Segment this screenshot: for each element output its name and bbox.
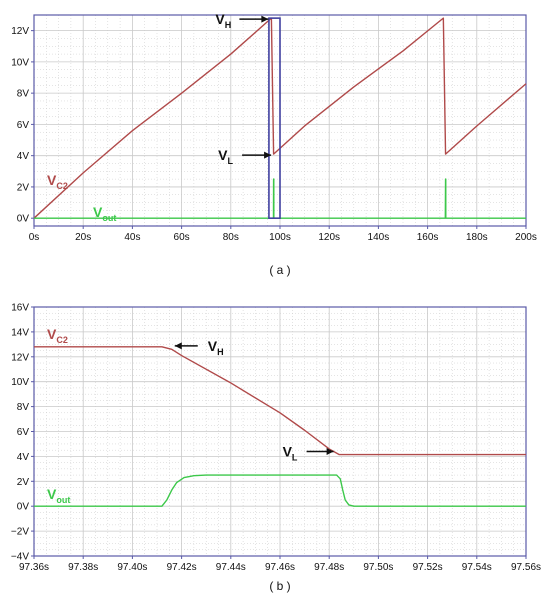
series-label-vc2: VC2 xyxy=(47,172,68,191)
panel-b-series xyxy=(34,346,526,507)
annotation-vl: VL xyxy=(283,444,334,463)
annotation-arrowhead xyxy=(264,151,272,159)
y-tick-label: 12V xyxy=(11,26,29,37)
y-tick-label: 16V xyxy=(11,303,29,314)
panel-b-grid xyxy=(33,306,527,557)
y-tick-label: 8V xyxy=(17,402,30,413)
series-label-vout: Vout xyxy=(47,486,70,505)
y-tick-label: 14V xyxy=(11,327,29,338)
annotation-label: VH xyxy=(208,338,224,357)
x-tick-label: 80s xyxy=(223,232,239,243)
series-label-vc2: VC2 xyxy=(47,326,68,345)
panel-a-zoom-window xyxy=(268,17,281,219)
x-tick-label: 97.40s xyxy=(117,562,147,573)
y-tick-label: 6V xyxy=(17,120,30,131)
x-tick-label: 97.36s xyxy=(19,562,49,573)
x-tick-label: 97.46s xyxy=(265,562,295,573)
panel-a-series xyxy=(33,17,527,219)
series-line-vout xyxy=(34,178,526,219)
x-tick-label: 97.38s xyxy=(68,562,98,573)
series-line-vc2 xyxy=(33,17,527,219)
x-tick-label: 40s xyxy=(124,232,140,243)
x-tick-label: 97.44s xyxy=(216,562,246,573)
panel-a-x-axis: 0s 20s 40s 60s 80s 100s 120s 140s 160s 180s 200s xyxy=(29,226,537,243)
y-tick-label: 4V xyxy=(17,151,30,162)
x-tick-label: 20s xyxy=(75,232,91,243)
annotation-arrowhead xyxy=(261,15,269,23)
annotation-vh: VH xyxy=(174,338,224,357)
x-tick-label: 160s xyxy=(417,232,439,243)
x-tick-label: 97.50s xyxy=(363,562,393,573)
y-tick-label: 0V xyxy=(17,502,30,513)
series-line-vc2 xyxy=(34,346,526,456)
y-tick-label: 2V xyxy=(17,477,30,488)
panel-b-y-axis: −4V −2V 0V 2V 4V 6V 8V 10V 12V 14V 16V xyxy=(11,303,34,563)
panel-a-chart: 0s 20s 40s 60s 80s 100s 120s 140s 160s 180s 200s 0… xyxy=(11,11,537,277)
y-tick-label: −2V xyxy=(11,527,29,538)
y-tick-label: 2V xyxy=(17,182,30,193)
x-tick-label: 200s xyxy=(515,232,537,243)
x-tick-label: 120s xyxy=(318,232,340,243)
y-tick-label: 4V xyxy=(17,452,30,463)
y-tick-label: 8V xyxy=(17,89,30,100)
x-tick-label: 180s xyxy=(466,232,488,243)
annotation-label: VH xyxy=(215,11,231,30)
x-tick-label: 97.56s xyxy=(511,562,541,573)
annotation-label: VL xyxy=(283,444,298,463)
annotation-arrowhead xyxy=(174,342,182,350)
y-tick-label: −4V xyxy=(11,552,29,563)
x-tick-label: 97.54s xyxy=(462,562,492,573)
panel-b-x-axis: 97.36s 97.38s 97.40s 97.42s 97.44s 97.46s 97.4… xyxy=(19,556,541,573)
series-label-vout: Vout xyxy=(93,204,116,223)
annotation-arrowhead xyxy=(326,448,334,456)
y-tick-label: 6V xyxy=(17,427,30,438)
y-tick-label: 12V xyxy=(11,352,29,363)
panel-a-caption: ( a ) xyxy=(269,263,290,277)
x-tick-label: 140s xyxy=(368,232,390,243)
y-tick-label: 10V xyxy=(11,57,29,68)
x-tick-label: 0s xyxy=(29,232,40,243)
y-tick-label: 0V xyxy=(17,214,30,225)
x-tick-label: 97.52s xyxy=(413,562,443,573)
x-tick-label: 97.42s xyxy=(167,562,197,573)
panel-b-chart: 97.36s 97.38s 97.40s 97.42s 97.44s 97.46s 97.4… xyxy=(11,303,541,594)
x-tick-label: 100s xyxy=(269,232,291,243)
series-line-vout xyxy=(34,474,526,507)
y-tick-label: 10V xyxy=(11,377,29,388)
panel-b-annotations: VH VL xyxy=(174,338,334,463)
x-tick-label: 97.48s xyxy=(314,562,344,573)
panel-a-y-axis: 0V 2V 4V 6V 8V 10V 12V xyxy=(11,26,34,225)
panel-b-caption: ( b ) xyxy=(269,579,290,593)
x-tick-label: 60s xyxy=(174,232,190,243)
